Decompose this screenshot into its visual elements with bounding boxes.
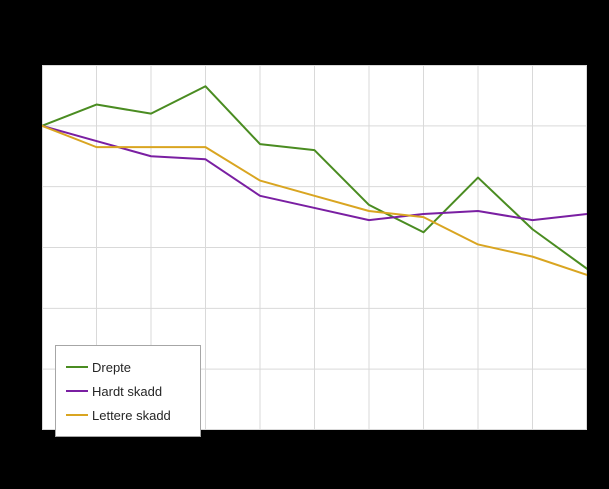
drepte-line-swatch	[66, 366, 88, 368]
line-chart	[42, 65, 587, 430]
legend-label-hardt-skadd: Hardt skadd	[92, 383, 163, 399]
legend-item-lettere-skadd: Lettere skadd	[66, 403, 190, 427]
plot-area: Drepte Hardt skadd Lettere skadd	[42, 65, 587, 437]
hardt-skadd-line-swatch	[66, 390, 88, 392]
legend-label-lettere-skadd: Lettere skadd	[92, 407, 171, 423]
lettere-skadd-line-swatch	[66, 414, 88, 416]
legend-label-drepte: Drepte	[92, 359, 132, 375]
legend: Drepte Hardt skadd Lettere skadd	[55, 345, 201, 437]
legend-item-drepte: Drepte	[66, 355, 190, 379]
legend-item-hardt-skadd: Hardt skadd	[66, 379, 190, 403]
